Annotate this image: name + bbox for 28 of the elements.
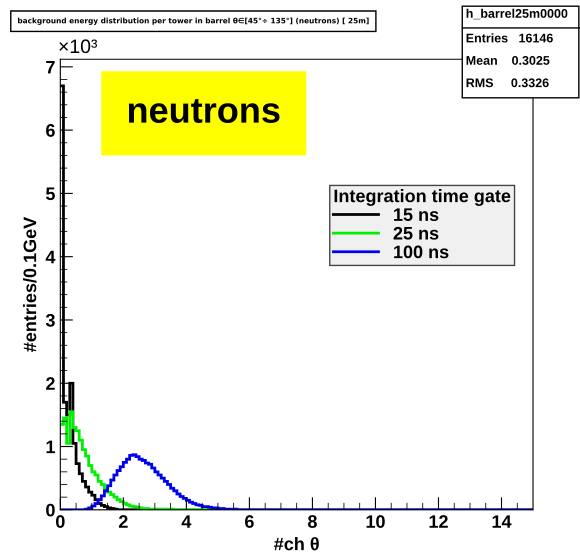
legend-title: Integration time gate	[334, 189, 510, 206]
annotation: RMS 0.3326	[466, 78, 549, 88]
x-tick-label: 8	[308, 515, 317, 528]
y-tick-label: 6	[46, 124, 55, 137]
y-axis-title: #entries/0.1GeV	[23, 216, 36, 352]
y-tick-label: 1	[46, 440, 55, 454]
legend-label: 100 ns	[394, 246, 448, 258]
y-tick-label: 7	[46, 60, 55, 74]
legend-label: 15 ns	[394, 208, 438, 222]
y-tick-label: 0	[46, 504, 55, 517]
x-axis-title: #ch θ	[274, 537, 319, 550]
text: Entries 16146	[466, 33, 553, 42]
x-tick-label: 0	[56, 515, 65, 528]
x-tick-label: 6	[245, 515, 254, 528]
text: ×10³	[59, 39, 98, 54]
x-tick-label: 10	[366, 515, 385, 528]
x-tick-label: 4	[182, 515, 192, 528]
annotation: neutrons	[128, 99, 280, 124]
annotation: Mean 0.3025	[466, 56, 550, 65]
y-tick-label: 4	[46, 250, 56, 264]
y-tick-label: 5	[46, 188, 55, 200]
y-tick-label: 2	[46, 377, 55, 390]
x-tick-label: 12	[430, 515, 448, 528]
text: h_barrel25m0000	[466, 8, 568, 20]
x-tick-label: 14	[492, 515, 512, 528]
legend-label: 25 ns	[394, 226, 438, 240]
y-tick-label: 3	[46, 314, 55, 327]
x-tick-label: 2	[118, 515, 128, 528]
